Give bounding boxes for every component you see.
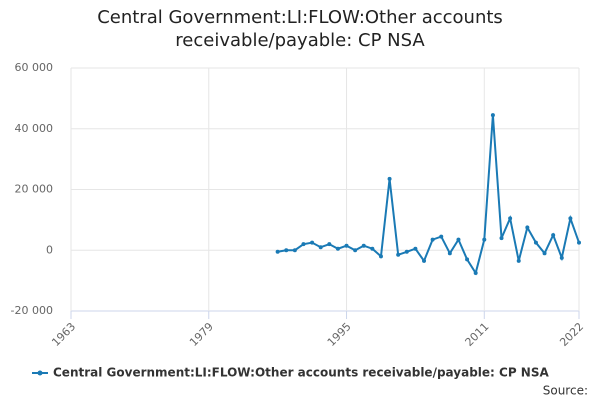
point <box>310 240 315 245</box>
legend-label: Central Government:LI:FLOW:Other account… <box>53 366 549 380</box>
point <box>499 236 504 241</box>
point <box>344 243 349 248</box>
y-tick-label: 20 000 <box>15 183 54 196</box>
point <box>284 248 289 253</box>
x-tick-label: 1979 <box>187 320 216 349</box>
point <box>559 255 564 260</box>
source: Source: <box>543 384 588 398</box>
point <box>456 237 461 242</box>
chart-title: Central Government:LI:FLOW:Other account… <box>97 7 503 51</box>
point <box>301 242 306 247</box>
point <box>318 245 323 250</box>
point <box>542 251 547 256</box>
point <box>516 258 521 263</box>
point <box>327 242 332 247</box>
point <box>422 258 427 263</box>
point <box>335 246 340 251</box>
point <box>353 248 358 253</box>
point <box>396 252 401 257</box>
y-tick-label: 60 000 <box>15 61 54 74</box>
point <box>439 234 444 239</box>
point <box>551 233 556 238</box>
series-line <box>277 115 580 276</box>
point <box>378 254 383 259</box>
point <box>508 216 513 221</box>
point <box>533 240 538 245</box>
x-tick-label: 2022 <box>557 320 586 349</box>
point <box>473 271 478 276</box>
point <box>387 176 392 181</box>
point <box>361 243 366 248</box>
point <box>525 225 530 230</box>
point <box>447 251 452 256</box>
x-tick-label: 1995 <box>325 320 354 349</box>
y-tick-label: 40 000 <box>15 122 54 135</box>
point <box>577 240 581 245</box>
point <box>568 216 573 221</box>
point <box>490 113 495 118</box>
point <box>413 246 418 251</box>
x-tick-label: 2011 <box>463 320 492 349</box>
point <box>404 249 409 254</box>
point <box>370 246 375 251</box>
legend-marker <box>37 370 43 376</box>
x-tick-label: 1963 <box>49 320 78 349</box>
point <box>430 237 435 242</box>
y-tick-label: 0 <box>46 243 53 256</box>
point <box>465 257 470 262</box>
point <box>292 248 297 253</box>
y-tick-label: -20 000 <box>11 304 53 317</box>
point <box>275 249 280 254</box>
point <box>482 237 487 242</box>
